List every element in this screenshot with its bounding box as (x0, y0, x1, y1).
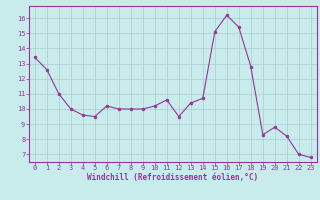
X-axis label: Windchill (Refroidissement éolien,°C): Windchill (Refroidissement éolien,°C) (87, 173, 258, 182)
